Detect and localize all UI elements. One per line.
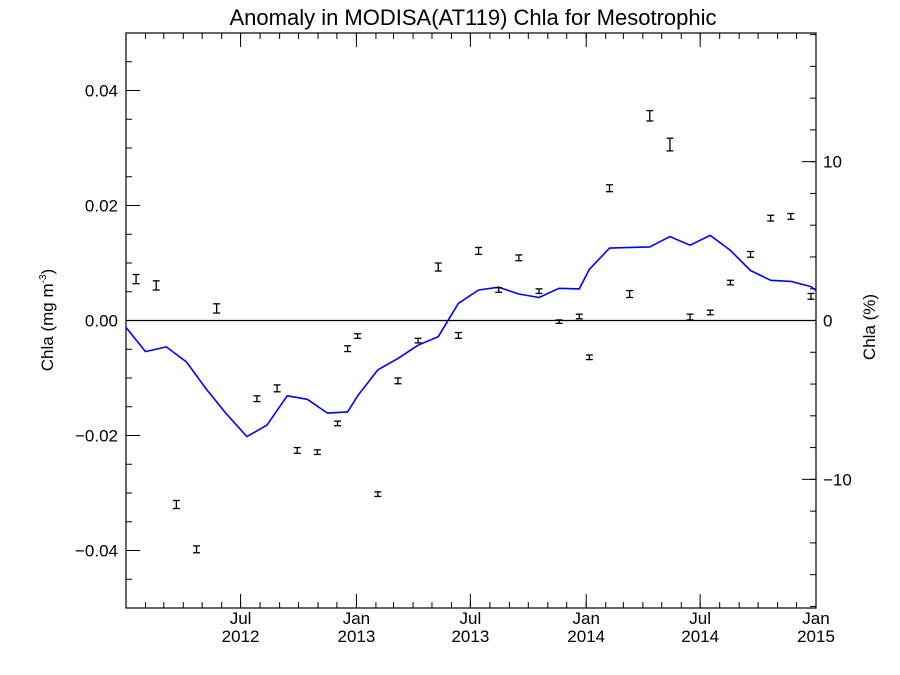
error-bar-point xyxy=(434,262,442,272)
x-tick-label-month: Jan xyxy=(343,609,370,628)
error-bar-point xyxy=(666,137,674,152)
error-bar-point xyxy=(585,354,593,361)
error-bar-point xyxy=(515,254,523,262)
x-tick-label-year: 2013 xyxy=(451,627,489,646)
error-bar-point xyxy=(132,273,140,285)
y-left-tick-label: 0.04 xyxy=(85,82,118,101)
error-bar-point xyxy=(213,303,221,314)
error-bar-point xyxy=(334,420,342,427)
error-bar-point xyxy=(606,184,614,193)
x-tick-label-year: 2012 xyxy=(222,627,260,646)
x-tick-label-year: 2014 xyxy=(567,627,605,646)
error-bar-point xyxy=(535,288,543,295)
error-bar-point xyxy=(575,313,583,320)
error-bar-point xyxy=(253,395,261,403)
x-tick-label-month: Jan xyxy=(572,609,599,628)
x-tick-label-month: Jul xyxy=(460,609,482,628)
y-left-tick-label: 0.02 xyxy=(85,197,118,216)
error-bar-point xyxy=(454,331,462,339)
error-bar-point xyxy=(706,309,714,316)
x-tick-label-month: Jul xyxy=(689,609,711,628)
error-bar-point xyxy=(293,446,301,454)
error-bar-point xyxy=(344,345,352,353)
y-right-tick-label: 0 xyxy=(823,312,832,331)
error-bar-point xyxy=(172,499,180,510)
x-tick-label-year: 2014 xyxy=(681,627,719,646)
error-bar-point xyxy=(193,545,201,554)
y-axis-label-left: Chla (mg m-3) xyxy=(38,269,57,371)
error-bar-point xyxy=(787,212,795,220)
error-bar-point xyxy=(354,333,362,339)
y-right-tick-label: 10 xyxy=(823,153,842,172)
error-bar-point xyxy=(747,250,755,258)
x-tick-label-year: 2013 xyxy=(338,627,376,646)
error-bar-point xyxy=(686,313,694,321)
y-axis-label-left-close: ) xyxy=(38,269,57,275)
error-bar-point xyxy=(626,289,634,299)
error-bar-point xyxy=(414,337,422,344)
error-bar-point xyxy=(646,109,654,122)
x-tick-label-year: 2015 xyxy=(797,627,835,646)
y-left-tick-label: −0.02 xyxy=(75,427,118,446)
axes-layer: Jul2012Jan2013Jul2013Jan2014Jul2014Jan20… xyxy=(75,33,852,646)
y-axis-label-right: Chla (%) xyxy=(860,294,879,360)
line-series-layer xyxy=(125,234,817,438)
error-bar-point xyxy=(555,319,563,325)
x-tick-label-month: Jan xyxy=(802,609,829,628)
y-right-tick-label: −10 xyxy=(823,470,852,489)
anomaly-line xyxy=(125,234,817,438)
error-bar-point xyxy=(394,377,402,385)
error-bar-point xyxy=(374,491,382,498)
error-bar-point xyxy=(767,214,775,222)
y-axis-label-left-main: Chla (mg m xyxy=(38,283,57,371)
error-bar-point xyxy=(273,384,281,393)
error-bar-point xyxy=(152,280,160,291)
y-axis-label-left-sup: -3 xyxy=(38,274,49,283)
error-bar-point xyxy=(475,246,483,256)
x-tick-label-month: Jul xyxy=(230,609,252,628)
error-bar-series-layer xyxy=(132,109,815,554)
error-bar-point xyxy=(726,279,734,286)
error-bar-point xyxy=(807,292,815,300)
y-left-tick-label: 0.00 xyxy=(85,312,118,331)
error-bar-point xyxy=(313,449,321,456)
chart-title: Anomaly in MODISA(AT119) Chla for Mesotr… xyxy=(229,5,716,30)
error-bar-point xyxy=(495,287,503,293)
y-left-tick-label: −0.04 xyxy=(75,542,118,561)
